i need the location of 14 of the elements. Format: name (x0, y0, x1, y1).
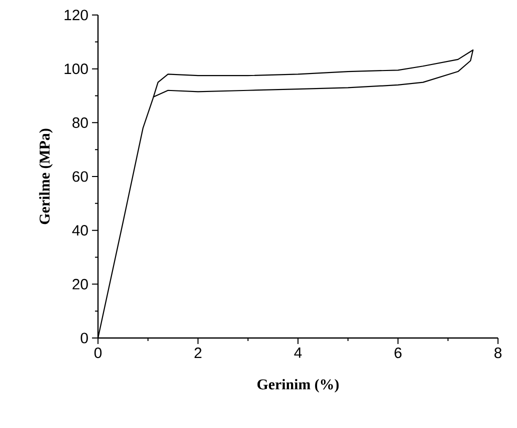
x-tick-label: 6 (394, 348, 402, 358)
y-tick-label: 20 (72, 278, 88, 290)
x-tick-label: 4 (294, 348, 302, 358)
y-tick-label: 100 (64, 64, 88, 74)
x-tick-label: 8 (494, 348, 502, 358)
y-tick-label: 40 (72, 225, 88, 236)
y-tick-label: 60 (72, 171, 88, 182)
y-tick-label: 120 (64, 10, 88, 20)
x-tick-label: 0 (94, 348, 102, 358)
x-tick-label: 2 (194, 348, 202, 358)
y-tick-label: 80 (72, 117, 88, 128)
x-axis-title: Gerinim (%) (257, 378, 339, 392)
y-tick-label: 0 (80, 332, 88, 344)
y-axis-title: Gerilme (MPa) (39, 128, 53, 224)
